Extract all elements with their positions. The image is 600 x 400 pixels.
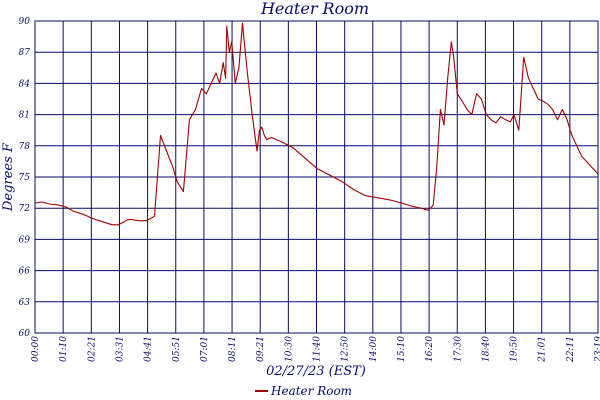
- x-tick-label: 01:10: [59, 336, 69, 362]
- y-axis-ticks: 60 63 66 69 72 75 78 81 84 87 90: [19, 17, 31, 339]
- x-tick-label: 21:01: [538, 336, 548, 363]
- x-tick-label: 08:11: [228, 336, 238, 362]
- legend-label: Heater Room: [270, 384, 352, 398]
- x-tick-label: 09:21: [256, 336, 266, 362]
- plot-frame: [34, 20, 599, 334]
- x-axis-ticks: 00:00 01:10 02:21 03:31 04:41 05:51 07:01 08:11…: [31, 336, 600, 363]
- grid: [34, 20, 599, 334]
- x-tick-label: 12:50: [341, 336, 351, 362]
- x-axis-label: 02/27/23 (EST): [266, 364, 366, 379]
- y-tick-label: 78: [19, 142, 31, 152]
- x-tick-label: 05:51: [172, 336, 182, 362]
- x-tick-label: 16:20: [425, 336, 435, 362]
- y-tick-label: 81: [19, 111, 30, 121]
- x-tick-label: 17:30: [453, 336, 463, 362]
- y-tick-label: 69: [19, 235, 31, 245]
- x-tick-label: 19:50: [510, 336, 520, 362]
- x-tick-label: 07:01: [200, 336, 210, 362]
- x-tick-label: 23:19: [594, 336, 600, 363]
- series-line-heater-room: [34, 22, 599, 226]
- y-tick-label: 66: [19, 267, 31, 277]
- x-tick-label: 03:31: [115, 336, 125, 362]
- x-tick-label: 15:10: [397, 336, 407, 362]
- x-tick-label: 11:40: [313, 336, 323, 362]
- y-tick-label: 84: [19, 79, 31, 89]
- x-tick-label: 14:00: [369, 336, 379, 362]
- x-tick-label: 00:00: [31, 336, 41, 362]
- y-tick-label: 87: [19, 48, 31, 58]
- x-tick-label: 10:30: [284, 336, 294, 362]
- y-tick-label: 72: [19, 204, 31, 214]
- y-tick-label: 75: [19, 173, 31, 183]
- y-axis-label: Degrees F: [1, 142, 16, 212]
- legend: Heater Room: [255, 384, 352, 398]
- x-tick-label: 04:41: [144, 336, 154, 362]
- chart-title: Heater Room: [260, 0, 369, 18]
- y-tick-label: 60: [19, 329, 31, 339]
- x-tick-label: 18:40: [481, 336, 491, 362]
- x-tick-label: 22:11: [566, 336, 576, 363]
- series-layer: [34, 22, 599, 226]
- y-tick-label: 90: [19, 17, 31, 27]
- y-tick-label: 63: [19, 298, 31, 308]
- x-tick-label: 02:21: [87, 336, 97, 362]
